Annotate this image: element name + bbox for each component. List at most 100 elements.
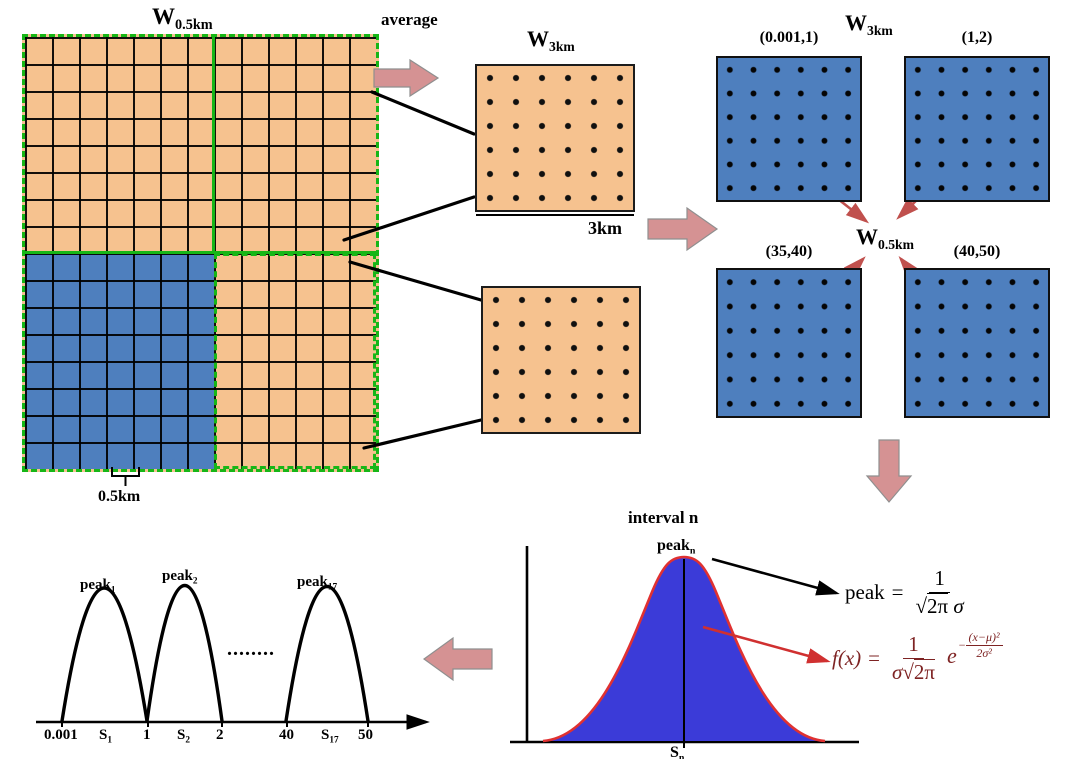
xtick-1: 1 — [143, 727, 151, 745]
formula-fx-sigma: σ — [892, 660, 903, 684]
formula-fx-num: 1 — [903, 632, 924, 659]
formula-fx-den: σ√2π — [887, 659, 940, 685]
interval-n-label: interval n — [628, 508, 699, 527]
peak1-sub: 1 — [110, 585, 116, 596]
peak17-sub: 17 — [327, 582, 338, 593]
peak1-label: peak1 — [80, 577, 116, 595]
xtick-s2: S2 — [177, 727, 190, 745]
gaussian-plot — [510, 546, 859, 748]
xtick-50: 50 — [358, 727, 373, 745]
formula-fx-eq: = — [868, 646, 880, 670]
xtick-0001: 0.001 — [44, 727, 78, 745]
grid-green-divider-vertical — [212, 37, 215, 253]
formula-fx-sqrt-symbol: √ — [902, 660, 914, 684]
xtick-2: 2 — [216, 727, 224, 745]
center-w05km-main: W — [856, 224, 878, 249]
scale-label-05km: 0.5km — [98, 488, 141, 505]
formula-fx-lhs: f(x) — [832, 646, 862, 670]
peak17-label: peak17 — [297, 574, 337, 592]
formula-peak-fraction: 1 √2π σ — [911, 566, 969, 619]
xtick-s1: S1 — [99, 727, 112, 745]
exp-num: (x−μ)² — [965, 630, 1003, 646]
blue-square-interval-1-2 — [904, 56, 1050, 202]
interval-label-40-50: (40,50) — [953, 243, 1001, 260]
right-panel-title: W3km — [845, 10, 893, 39]
xtick-s1-main: S — [99, 727, 108, 743]
interval-label-0001-1: (0.001,1) — [759, 29, 819, 46]
formula-fx-exponential: e − (x−μ)² 2σ² — [947, 630, 1003, 674]
block-arrow-average-right — [373, 58, 440, 98]
interval-label-35-40: (35,40) — [765, 243, 813, 260]
ellipsis-dots: ........ — [227, 638, 275, 660]
xtick-s17-sub: 17 — [329, 735, 339, 746]
formula-fx-exponent: − (x−μ)² 2σ² — [959, 630, 1003, 661]
dotted-square-w3km-bottom — [481, 286, 641, 434]
formula-fx-fraction: 1 σ√2π — [887, 632, 940, 685]
grid-title-main: W — [152, 4, 175, 29]
xtick-40: 40 — [279, 727, 294, 745]
formula-fx-sqrt-arg: 2π — [913, 659, 935, 684]
gaussian-fill — [543, 557, 825, 741]
right-panel-title-main: W — [845, 10, 867, 35]
peak17-main: peak — [297, 574, 328, 590]
exp-minus: − — [958, 638, 966, 652]
peak1-main: peak — [80, 577, 111, 593]
xtick-2-main: 2 — [216, 727, 224, 743]
xtick-50-main: 50 — [358, 727, 373, 743]
peak-curve-2 — [145, 583, 224, 723]
grid-w05km — [22, 34, 379, 472]
xtick-s2-main: S — [177, 727, 186, 743]
formula-peak: peak = 1 √2π σ — [845, 566, 969, 619]
formula-peak-den: √2π σ — [911, 593, 969, 619]
peak-n-sub: n — [689, 545, 696, 557]
formula-peak-num: 1 — [929, 566, 950, 593]
w3km-title-sub: 3km — [549, 38, 575, 54]
center-w05km-sub: 0.5km — [878, 236, 914, 252]
peak2-label: peak2 — [162, 568, 198, 586]
sqrt-symbol: √ — [915, 594, 928, 618]
interval-label-1-2: (1,2) — [961, 29, 993, 46]
block-arrow-down — [865, 439, 913, 503]
right-panel-title-sub: 3km — [867, 22, 893, 38]
formula-fx: f(x) = 1 σ√2π e − (x−μ)² 2σ² — [832, 630, 1003, 685]
block-arrow-mid-right — [647, 206, 719, 252]
grid-green-divider-horizontal — [25, 251, 376, 254]
sigma-symbol: σ — [953, 594, 964, 618]
xtick-s2-sub: 2 — [185, 735, 190, 746]
w3km-title: W3km — [527, 26, 575, 55]
blue-square-interval-40-50 — [904, 268, 1050, 418]
center-w05km-label: W0.5km — [856, 224, 914, 253]
xtick-s17: S17 — [321, 727, 339, 745]
blue-square-interval-0001-1 — [716, 56, 862, 202]
grid-title-sub: 0.5km — [175, 16, 213, 33]
peak2-main: peak — [162, 568, 193, 584]
xtick-1-main: 1 — [143, 727, 151, 743]
peak-n-label: peakn — [657, 537, 695, 556]
exp-fraction: (x−μ)² 2σ² — [965, 630, 1003, 661]
sn-sub: n — [678, 752, 685, 759]
peak-n-main: peak — [657, 537, 690, 554]
xtick-40-main: 40 — [279, 727, 294, 743]
grid-title-w05km: W0.5km — [152, 4, 213, 34]
w3km-title-main: W — [527, 26, 549, 51]
formula-peak-lhs: peak — [845, 580, 885, 604]
xtick-s1-sub: 1 — [107, 735, 112, 746]
block-arrow-left — [422, 636, 493, 682]
xtick-0001-main: 0.001 — [44, 727, 78, 743]
sn-main: S — [670, 744, 679, 759]
average-label: average — [381, 10, 438, 29]
euler-e: e — [947, 643, 957, 668]
exp-den: 2σ² — [976, 646, 992, 660]
gaussian-curve — [542, 555, 826, 743]
dotted-square-w3km-top — [475, 64, 635, 212]
formula-peak-eq: = — [891, 580, 904, 604]
scale-label-3km: 3km — [588, 218, 623, 238]
peak2-sub: 2 — [192, 576, 198, 587]
arrow-to-peak-formula — [711, 557, 840, 596]
peak-curve-1 — [60, 586, 149, 723]
blue-square-interval-35-40 — [716, 268, 862, 418]
sqrt-arg: 2π — [927, 593, 949, 618]
sn-axis-label: Sn — [670, 744, 684, 759]
peak-curve-17 — [284, 584, 370, 723]
